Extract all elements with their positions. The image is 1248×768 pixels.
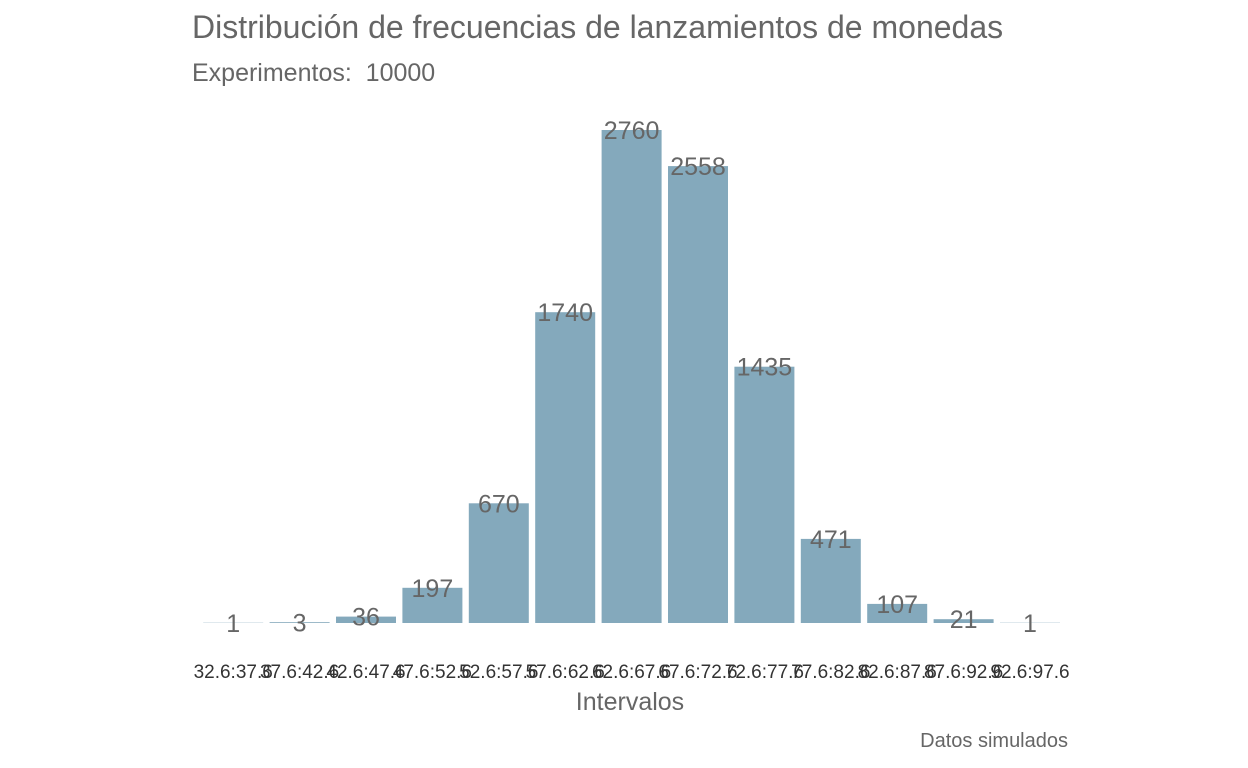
data-label-9: 471	[810, 526, 852, 554]
x-tick-label-8: 72.6:77.6	[725, 662, 804, 683]
bar-0	[203, 622, 264, 623]
bar-8	[734, 366, 795, 623]
data-label-6: 2760	[604, 117, 660, 145]
bars-group	[203, 130, 1060, 623]
data-label-5: 1740	[537, 299, 593, 327]
x-axis-title: Intervalos	[576, 688, 684, 716]
x-tick-label-12: 92.6:97.6	[990, 662, 1069, 683]
x-tick-label-7: 67.6:72.6	[658, 662, 737, 683]
x-tick-label-0: 32.6:37.6	[194, 662, 273, 683]
chart-subtitle: Experimentos: 10000	[192, 59, 436, 87]
bar-2	[336, 616, 396, 623]
data-label-7: 2558	[670, 153, 726, 181]
data-label-1: 3	[293, 610, 307, 638]
chart-caption: Datos simulados	[920, 730, 1068, 752]
data-label-4: 670	[478, 490, 520, 518]
bar-10	[867, 603, 928, 623]
x-tick-label-3: 47.6:52.6	[393, 662, 472, 683]
data-label-0: 1	[226, 610, 240, 638]
bar-1	[269, 622, 330, 623]
bar-7	[668, 166, 728, 623]
data-labels-group: 1 3 36 197 670 1740 2760 2558 1435 471 107 21 1	[226, 117, 1037, 638]
bar-12	[1000, 622, 1060, 623]
bar-6	[601, 130, 662, 623]
x-tick-label-4: 52.6:57.6	[459, 662, 538, 683]
chart-title: Distribución de frecuencias de lanzamien…	[192, 9, 1004, 45]
bar-11	[933, 619, 994, 623]
bar-9	[800, 538, 861, 623]
data-label-8: 1435	[737, 354, 793, 382]
data-label-12: 1	[1023, 610, 1037, 638]
data-label-2: 36	[352, 604, 380, 632]
bar-5	[535, 312, 596, 623]
bar-3	[402, 587, 463, 623]
x-tick-label-10: 82.6:87.6	[858, 662, 937, 683]
x-tick-label-11: 87.6:92.6	[924, 662, 1003, 683]
x-tick-labels-group: 32.6:37.637.6:42.642.6:47.647.6:52.652.6…	[194, 662, 1070, 683]
data-label-10: 107	[876, 591, 918, 619]
x-tick-label-1: 37.6:42.6	[260, 662, 339, 683]
x-tick-label-5: 57.6:62.6	[526, 662, 605, 683]
data-label-3: 197	[412, 575, 454, 603]
data-label-11: 21	[950, 606, 978, 634]
x-tick-label-2: 42.6:47.6	[326, 662, 405, 683]
x-tick-label-6: 62.6:67.6	[592, 662, 671, 683]
bar-4	[468, 503, 529, 623]
x-tick-label-9: 77.6:82.6	[791, 662, 870, 683]
